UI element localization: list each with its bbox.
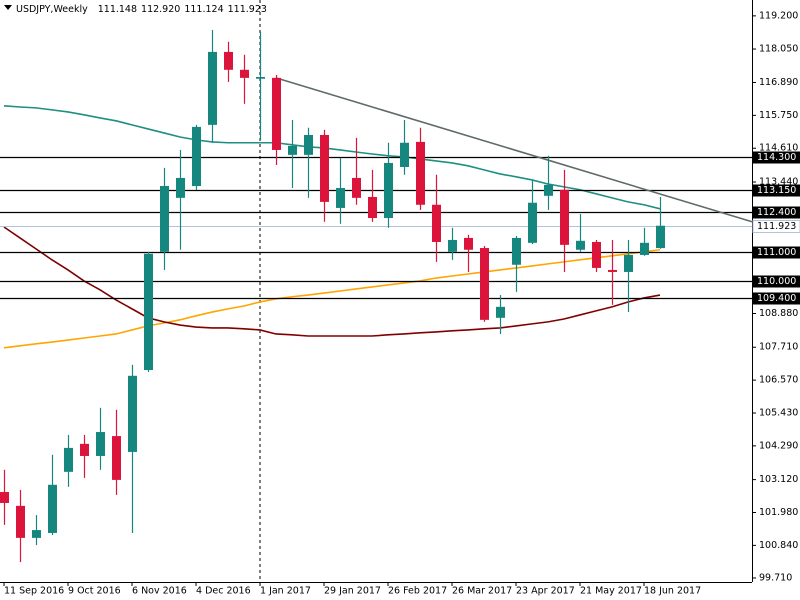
x-tick-label: 1 Jan 2017 [260, 586, 311, 597]
y-tick-label: 106.570 [759, 375, 798, 386]
candle-body [80, 443, 89, 456]
y-tick-label: 99.710 [759, 572, 792, 583]
y-tick-label: 105.430 [759, 407, 798, 418]
candle-body [336, 188, 345, 208]
candle-body [400, 142, 409, 167]
candle-body [656, 225, 665, 249]
candle-body [368, 196, 377, 219]
candle-body [544, 184, 553, 196]
lines [0, 77, 753, 349]
candle-body [448, 239, 457, 252]
y-tick-label: 115.750 [759, 110, 798, 121]
candle-body [192, 126, 201, 187]
trendline [275, 77, 753, 223]
bid-label: 111.923 [757, 221, 796, 232]
level-label-bg [753, 206, 800, 219]
candle-body [256, 77, 265, 79]
candle-body [272, 77, 281, 150]
candle-body [128, 375, 137, 452]
moving-average [3, 248, 661, 349]
x-tick-label: 6 Nov 2016 [132, 586, 187, 597]
candle-body [512, 237, 521, 265]
level-label-bg [753, 292, 800, 305]
candle-body [432, 204, 441, 242]
menu-triangle[interactable] [4, 5, 12, 10]
candle-body [160, 186, 169, 252]
y-tick-label: 103.120 [759, 474, 798, 485]
candle-body [416, 141, 425, 205]
level-label-bg [753, 246, 800, 259]
level-label-bg [753, 151, 800, 164]
candle-body [96, 432, 105, 456]
candle-body [464, 237, 473, 250]
candle-body [560, 189, 569, 245]
candle-body [16, 505, 25, 538]
candle-body [176, 177, 185, 198]
candle-body [208, 51, 217, 125]
chart-header: USDJPY,Weekly 111.148 112.920 111.124 111.92… [16, 4, 267, 15]
candle-body [528, 202, 537, 243]
candle-body [608, 269, 617, 272]
candles [0, 29, 665, 563]
candle-body [240, 69, 249, 78]
y-tick-label: 118.050 [759, 44, 798, 55]
level-label-bg [753, 275, 800, 288]
candle-body [352, 177, 361, 198]
candle-body [640, 242, 649, 255]
candle-body [624, 254, 633, 272]
level-label-bg [753, 184, 800, 197]
y-tick-label: 113.440 [759, 176, 798, 187]
candle-body [320, 134, 329, 202]
level-label: 111.000 [757, 247, 796, 258]
bid-label-bg [752, 220, 800, 233]
candle-body [288, 145, 297, 155]
candle-body [576, 240, 585, 250]
symbol: USDJPY,Weekly [16, 4, 88, 15]
candle-body [592, 241, 601, 268]
level-label: 110.000 [757, 276, 796, 287]
y-tick-label: 108.880 [759, 308, 798, 319]
candle-body [224, 51, 233, 70]
x-tick-label: 29 Jan 2017 [324, 586, 381, 597]
moving-average [3, 105, 661, 210]
x-tick-label: 11 Sep 2016 [4, 586, 64, 597]
header-ohlc: 111.148 [98, 4, 137, 15]
x-tick-label: 18 Jun 2017 [644, 586, 701, 597]
y-tick-label: 100.840 [759, 540, 798, 551]
x-tick-label: 4 Dec 2016 [196, 586, 251, 597]
candle-body [0, 492, 9, 503]
candle-body [112, 436, 121, 480]
y-tick-label: 114.610 [759, 143, 798, 154]
x-tick-label: 9 Oct 2016 [68, 586, 121, 597]
x-tick-label: 23 Apr 2017 [516, 586, 575, 597]
level-label: 113.150 [757, 185, 796, 196]
y-tick-label: 104.290 [759, 440, 798, 451]
candle-body [64, 447, 73, 472]
candle-body [48, 484, 57, 533]
candle-body [144, 253, 153, 371]
level-label: 112.400 [757, 207, 796, 218]
x-tick-label: 21 May 2017 [580, 586, 642, 597]
candle-body [32, 530, 41, 538]
y-tick-label: 119.200 [759, 10, 798, 21]
candle-body [480, 248, 489, 320]
x-tick-label: 26 Mar 2017 [452, 586, 512, 597]
header-ohlc: 111.923 [228, 4, 267, 15]
level-label: 109.400 [757, 293, 796, 304]
candle-body [496, 306, 505, 318]
y-tick-label: 101.980 [759, 507, 798, 518]
candle-body [304, 134, 313, 155]
y-tick-label: 116.890 [759, 77, 798, 88]
y-tick-label: 107.710 [759, 342, 798, 353]
header-ohlc: 111.124 [184, 4, 223, 15]
x-tick-label: 26 Feb 2017 [388, 586, 447, 597]
candle-body [384, 162, 393, 219]
axes: 119.200 118.050 116.890 115.750 114.610 113.4… [3, 10, 800, 597]
level-label: 114.300 [757, 152, 796, 163]
header-ohlc: 112.920 [141, 4, 180, 15]
